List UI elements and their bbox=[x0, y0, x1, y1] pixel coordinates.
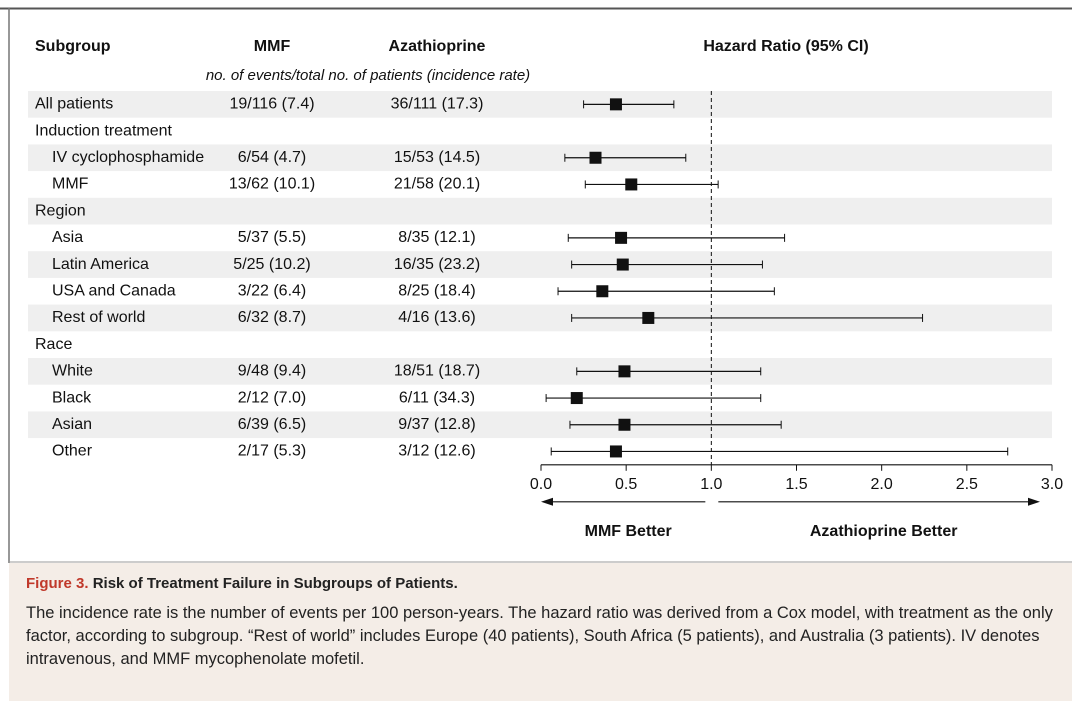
row-label: All patients bbox=[35, 96, 113, 113]
row-label: Asia bbox=[52, 229, 83, 246]
row-label: Rest of world bbox=[52, 309, 145, 326]
x-tick-label: 2.5 bbox=[956, 476, 978, 493]
aza-value: 18/51 (18.7) bbox=[394, 363, 480, 380]
row-label: White bbox=[52, 363, 93, 380]
aza-value: 15/53 (14.5) bbox=[394, 149, 480, 166]
mmf-value: 6/54 (4.7) bbox=[238, 149, 306, 166]
subheader: no. of events/total no. of patients (inc… bbox=[206, 67, 530, 84]
caption-title: Figure 3. Risk of Treatment Failure in S… bbox=[26, 575, 1072, 592]
arrow-head bbox=[1028, 497, 1040, 506]
mmf-value: 13/62 (10.1) bbox=[229, 176, 315, 193]
mmf-value: 6/39 (6.5) bbox=[238, 416, 306, 433]
x-tick-label: 0.5 bbox=[615, 476, 637, 493]
hazard-ratio-point bbox=[589, 151, 602, 164]
mmf-value: 5/25 (10.2) bbox=[233, 256, 310, 273]
hazard-ratio-point bbox=[570, 392, 583, 405]
row-label: Latin America bbox=[52, 256, 149, 273]
row-label: Black bbox=[52, 389, 92, 406]
row-label: MMF bbox=[52, 176, 89, 193]
right-label: Azathioprine Better bbox=[810, 523, 958, 540]
row-shade bbox=[28, 144, 1052, 172]
hazard-ratio-point bbox=[625, 178, 638, 191]
row-shade bbox=[28, 411, 1052, 439]
row-shade bbox=[28, 358, 1052, 385]
aza-value: 16/35 (23.2) bbox=[394, 256, 480, 273]
row-label: Asian bbox=[52, 416, 92, 433]
header: Azathioprine bbox=[389, 38, 486, 55]
row-label: USA and Canada bbox=[52, 282, 176, 299]
header: Hazard Ratio (95% CI) bbox=[703, 38, 868, 55]
mmf-value: 5/37 (5.5) bbox=[238, 229, 306, 246]
row-label: Race bbox=[35, 336, 72, 353]
aza-value: 4/16 (13.6) bbox=[398, 309, 475, 326]
left-label: MMF Better bbox=[585, 523, 672, 540]
x-tick-label: 1.0 bbox=[700, 476, 722, 493]
caption-heading: Risk of Treatment Failure in Subgroups o… bbox=[92, 575, 458, 592]
mmf-value: 6/32 (8.7) bbox=[238, 309, 306, 326]
aza-value: 9/37 (12.8) bbox=[398, 416, 475, 433]
hazard-ratio-point bbox=[609, 98, 622, 111]
header: Subgroup bbox=[35, 38, 111, 55]
row-label: Region bbox=[35, 202, 86, 219]
row-label: Induction treatment bbox=[35, 122, 173, 139]
row-shade bbox=[28, 197, 1052, 225]
row-label: IV cyclophosphamide bbox=[52, 149, 204, 166]
aza-value: 8/35 (12.1) bbox=[398, 229, 475, 246]
aza-value: 8/25 (18.4) bbox=[398, 282, 475, 299]
mmf-value: 2/12 (7.0) bbox=[238, 389, 306, 406]
x-tick-label: 3.0 bbox=[1041, 476, 1063, 493]
x-tick-label: 2.0 bbox=[871, 476, 893, 493]
mmf-value: 9/48 (9.4) bbox=[238, 363, 306, 380]
caption: Figure 3. Risk of Treatment Failure in S… bbox=[9, 563, 1072, 701]
aza-value: 21/58 (20.1) bbox=[394, 176, 480, 193]
hazard-ratio-point bbox=[618, 418, 631, 431]
x-tick-label: 0.0 bbox=[530, 476, 552, 493]
hazard-ratio-point bbox=[618, 365, 631, 378]
aza-value: 36/111 (17.3) bbox=[391, 96, 484, 113]
hazard-ratio-point bbox=[616, 258, 629, 271]
header: MMF bbox=[254, 38, 291, 55]
hazard-ratio-point bbox=[596, 285, 609, 298]
row-label: Other bbox=[52, 443, 93, 460]
hazard-ratio-point bbox=[615, 231, 628, 244]
row-shade bbox=[28, 251, 1052, 278]
chart: Subgroup MMF Azathioprine Hazard Ratio (… bbox=[0, 7, 1072, 563]
row-shade bbox=[28, 91, 1052, 118]
mmf-value: 19/116 (7.4) bbox=[229, 96, 314, 113]
caption-label: Figure 3. bbox=[26, 575, 89, 592]
mmf-value: 2/17 (5.3) bbox=[238, 443, 306, 460]
hazard-ratio-point bbox=[609, 445, 622, 458]
caption-text: The incidence rate is the number of even… bbox=[26, 604, 1053, 668]
hazard-ratio-point bbox=[642, 311, 655, 324]
aza-value: 3/12 (12.6) bbox=[398, 443, 475, 460]
mmf-value: 3/22 (6.4) bbox=[238, 282, 306, 299]
x-tick-label: 1.5 bbox=[785, 476, 807, 493]
aza-value: 6/11 (34.3) bbox=[399, 389, 475, 406]
arrow-head bbox=[541, 497, 553, 506]
